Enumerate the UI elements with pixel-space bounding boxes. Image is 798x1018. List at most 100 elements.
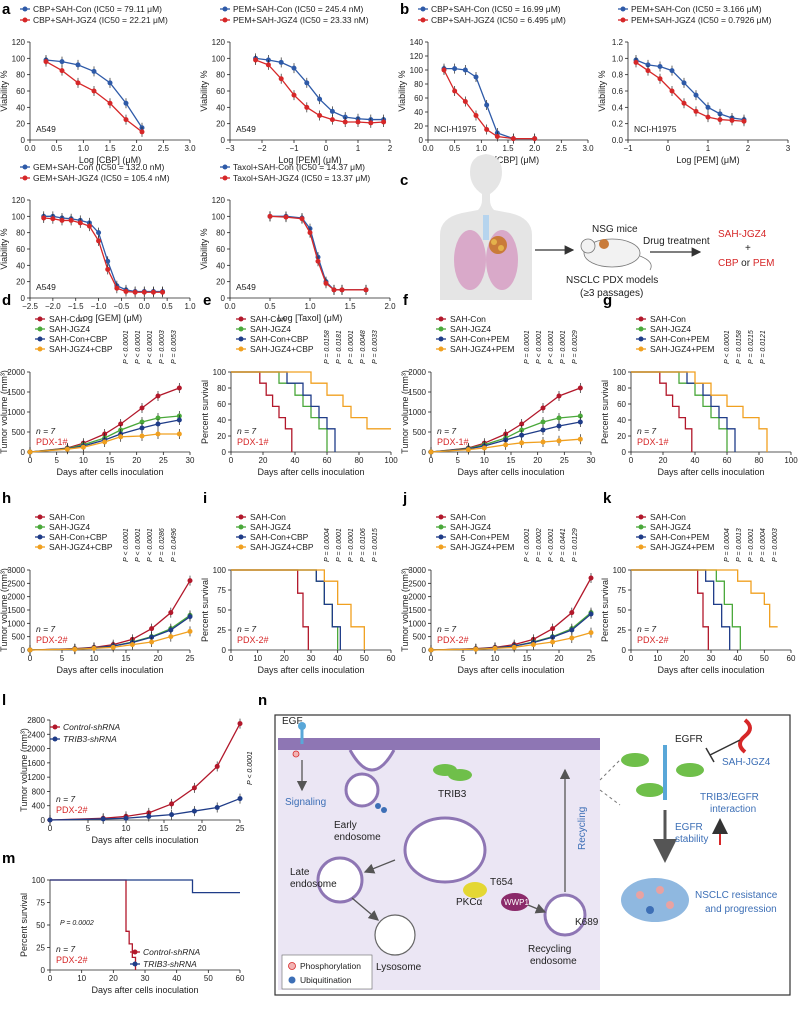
- y-tick-label: 2000: [7, 368, 25, 377]
- y-axis-title: Viability %: [397, 70, 407, 111]
- p-value: P = 0.0158: [736, 330, 743, 364]
- x-axis-title: Days after cells inoculation: [257, 665, 364, 675]
- x-axis-title: Days after cells inoculation: [91, 835, 198, 845]
- y-tick-label: 25: [217, 626, 226, 635]
- y-tick-label: 100: [212, 54, 226, 63]
- data-point: [657, 76, 663, 82]
- legend-label: SAH-Con: [250, 314, 286, 324]
- legend-label: SAH-Con: [250, 512, 286, 522]
- p-value: P < 0.0001: [135, 330, 142, 364]
- legend-label: SAH-JGZ4+PEM: [450, 542, 514, 552]
- x-tick-label: 0.5: [162, 302, 174, 311]
- x-tick-label: 0: [28, 654, 33, 663]
- ubi-dot-2: [381, 807, 387, 813]
- sah-jgz4-label: SAH-JGZ4: [722, 757, 771, 768]
- data-point: [214, 763, 220, 769]
- x-tick-label: 2.0: [131, 144, 143, 153]
- data-point: [129, 642, 135, 648]
- signaling-label: Signaling: [285, 797, 326, 808]
- x-tick-label: −1.5: [68, 302, 84, 311]
- p-value: P = 0.0496: [171, 528, 178, 562]
- y-tick-label: 20: [617, 432, 626, 441]
- legend-marker: [620, 17, 626, 23]
- x-tick-label: 1.5: [502, 144, 514, 153]
- series-line-sah-jgz4: [631, 569, 741, 650]
- legend-marker: [37, 534, 43, 540]
- x-tick-label: 20: [198, 824, 207, 833]
- legend-label: SAH-Con+CBP: [250, 532, 309, 542]
- legend-marker: [37, 544, 43, 550]
- legend-marker: [132, 949, 138, 955]
- lysosome-label: Lysosome: [376, 962, 422, 973]
- p-value: P = 0.0004: [760, 528, 767, 562]
- p-value: P = 0.0053: [171, 330, 178, 364]
- p-value: P = 0.0441: [560, 528, 567, 562]
- chart-b1: 0.0 0.5 1.0 1.5 2.0 2.5 3.0 0 20 40 60 80 100 120 140 L…: [397, 4, 594, 165]
- diagram-frame: [274, 714, 791, 996]
- legend-marker: [222, 175, 228, 181]
- legend-marker: [638, 514, 644, 520]
- chart-k: 0 10 20 30 40 50 60 0 25 50 75 100 Days after cells …: [600, 528, 796, 675]
- legend-marker: [438, 534, 444, 540]
- legend-label: SAH-JGZ4: [650, 324, 691, 334]
- data-point: [253, 57, 259, 63]
- y-tick-label: 80: [617, 384, 626, 393]
- data-point: [283, 214, 289, 220]
- x-tick-label: 1: [356, 144, 361, 153]
- series-line-sah-con: [631, 371, 693, 452]
- legend-label: SAH-JGZ4: [49, 522, 90, 532]
- x-tick-label: 25: [159, 456, 168, 465]
- y-tick-label: 0.4: [612, 103, 624, 112]
- y-tick-label: 0: [21, 646, 26, 655]
- legend-marker: [222, 164, 228, 170]
- series-line-sah-jgz4-cbp: [231, 371, 391, 430]
- n-label: n = 7: [437, 624, 456, 634]
- data-point: [91, 88, 97, 94]
- legend-marker: [37, 524, 43, 530]
- data-point: [484, 127, 490, 132]
- data-point: [741, 118, 747, 124]
- y-tick-label: 500: [413, 428, 427, 437]
- legend-marker: [37, 316, 43, 322]
- legend-label: SAH-JGZ4: [49, 324, 90, 334]
- x-tick-label: −2.0: [45, 302, 61, 311]
- p-value: P = 0.0181: [336, 330, 343, 364]
- data-point: [681, 80, 687, 86]
- data-point: [155, 415, 161, 421]
- series-line-pem-sah-con: [255, 57, 384, 121]
- x-tick-label: 15: [523, 654, 532, 663]
- data-point: [176, 417, 182, 423]
- legend-label: Control-shRNA: [143, 947, 200, 957]
- group-legends: SAH-ConSAH-JGZ4SAH-Con+CBPSAH-JGZ4+CBPSA…: [35, 314, 714, 552]
- data-point: [139, 405, 145, 411]
- n-label: n = 7: [637, 426, 656, 436]
- x-tick-label: −2: [257, 144, 267, 153]
- panel-letter-n: n: [258, 692, 267, 709]
- x-tick-label: 10: [79, 456, 88, 465]
- y-tick-label: 0: [21, 136, 26, 145]
- legend-marker: [22, 164, 28, 170]
- resistance-label-1: NSCLC resistance: [695, 890, 778, 901]
- data-point: [307, 230, 313, 236]
- y-tick-label: 140: [410, 38, 424, 47]
- p-value: P = 0.0048: [360, 330, 367, 364]
- x-tick-label: 10: [77, 974, 86, 983]
- legend-marker: [238, 346, 244, 352]
- x-tick-label: 3.0: [184, 144, 196, 153]
- y-tick-label: 100: [213, 566, 227, 575]
- y-axis-title: Tumor volume (mm³): [400, 568, 410, 652]
- legend-label: Control-shRNA: [63, 722, 120, 732]
- data-point: [139, 129, 145, 135]
- y-axis-title: Percent survival: [200, 578, 210, 642]
- x-tick-label: 5: [86, 824, 91, 833]
- data-point: [530, 642, 536, 648]
- x-tick-label: 0: [229, 654, 234, 663]
- y-tick-label: 40: [216, 103, 225, 112]
- x-tick-label: −1.0: [91, 302, 107, 311]
- y-tick-label: 60: [216, 245, 225, 254]
- data-point: [556, 415, 562, 421]
- legend-marker: [37, 346, 43, 352]
- legend-label: SAH-JGZ4+PEM: [650, 542, 714, 552]
- data-point: [577, 385, 583, 391]
- legend-marker: [638, 336, 644, 342]
